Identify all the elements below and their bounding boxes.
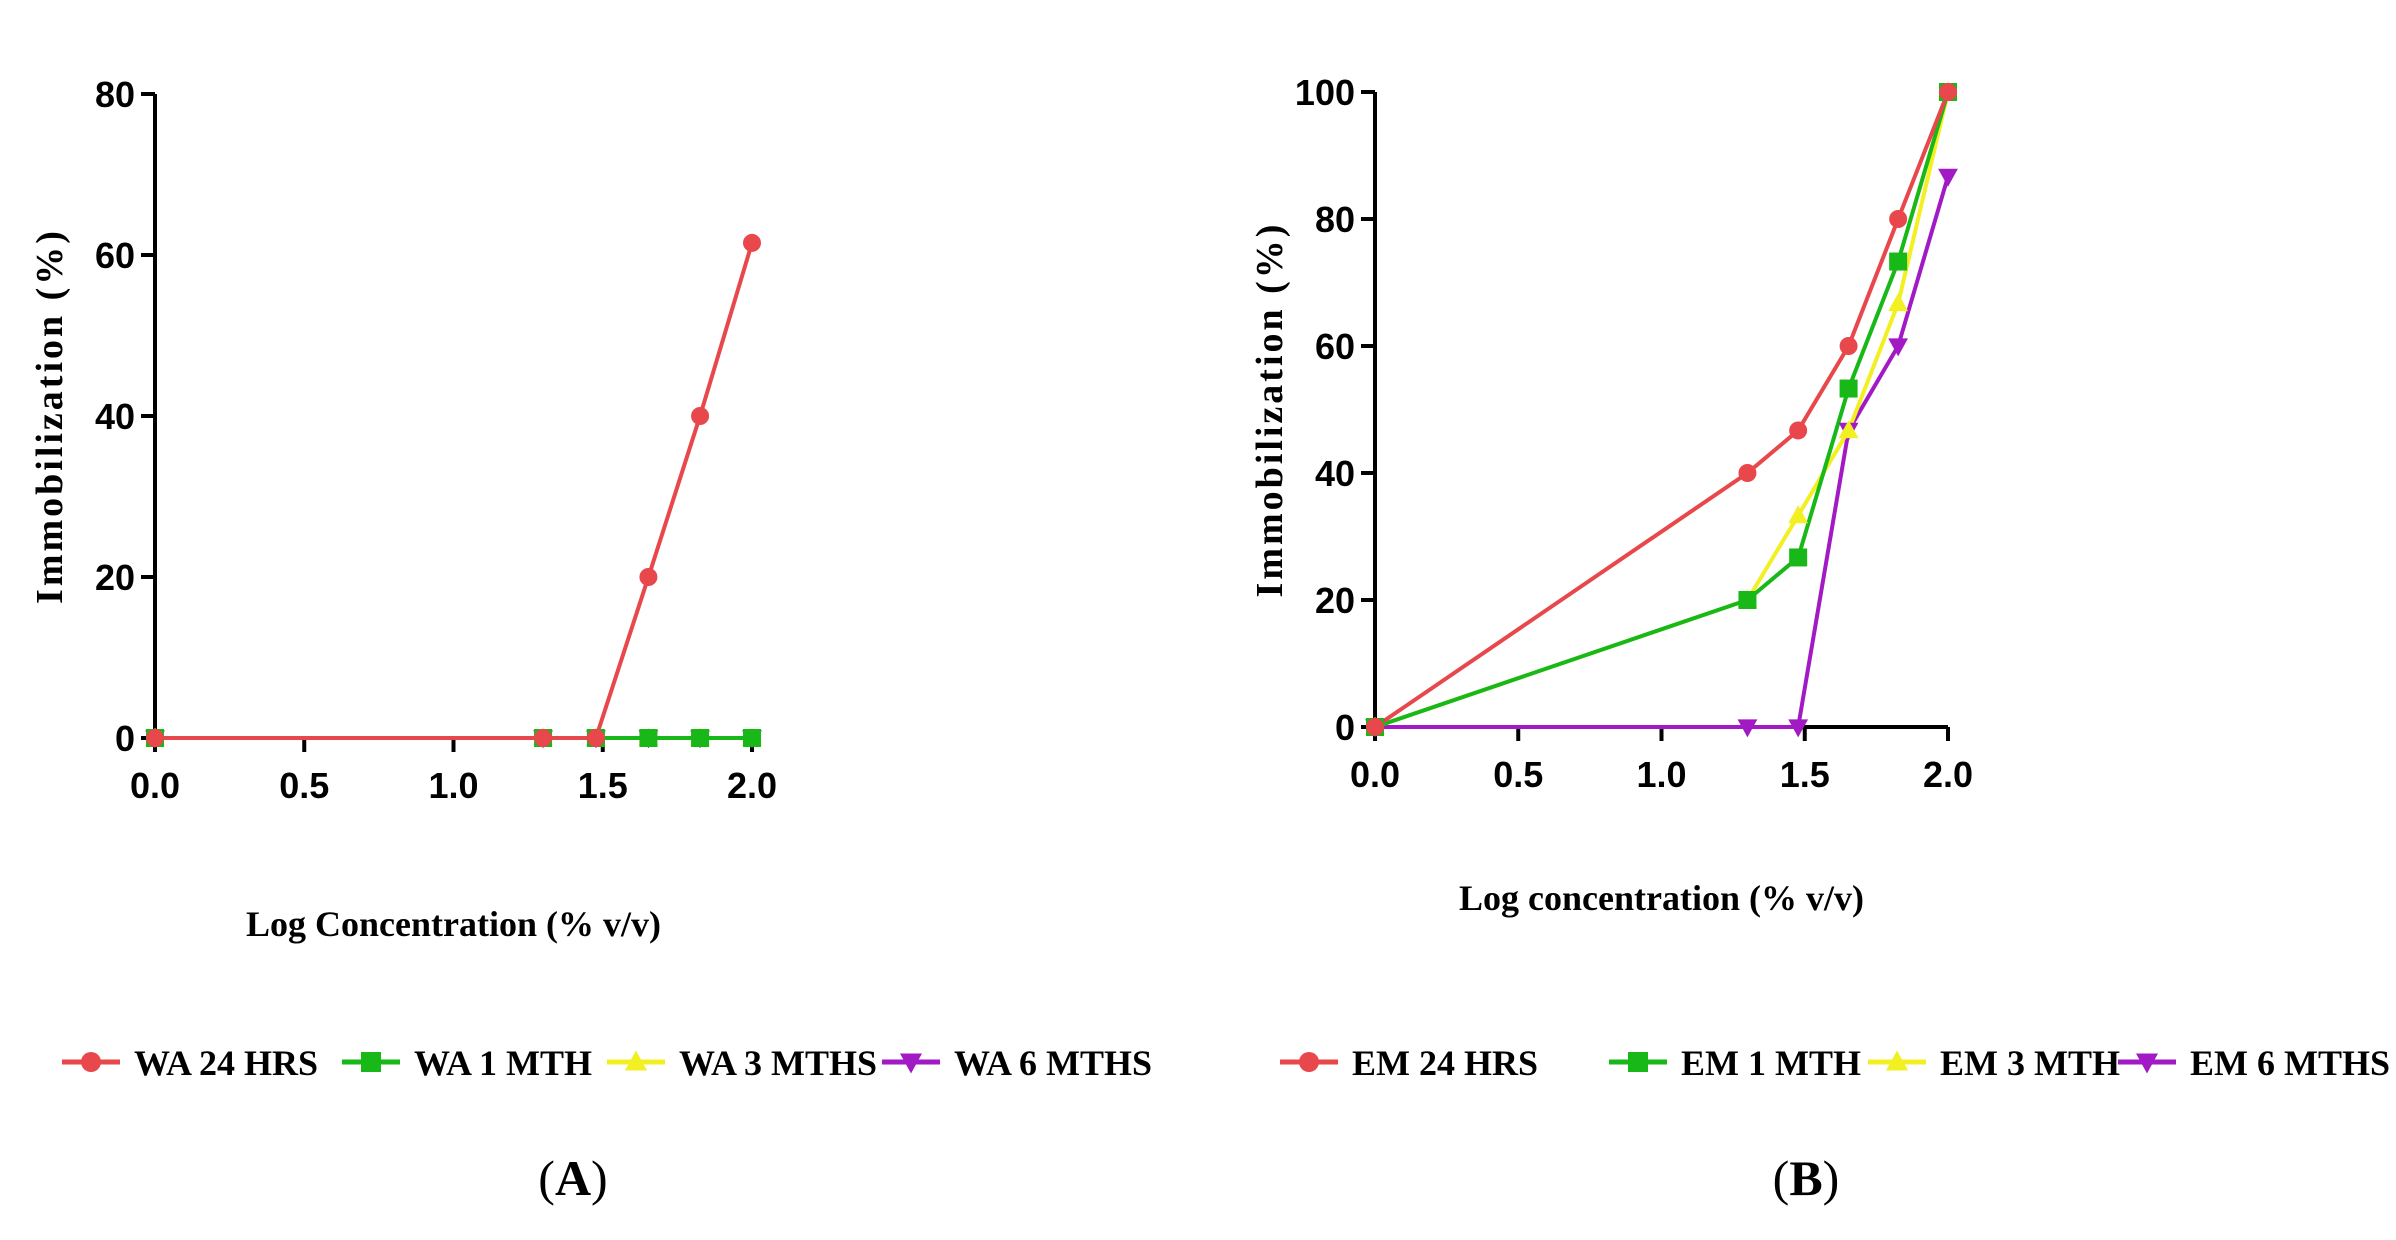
legend-marker [2136,1053,2158,1074]
legend-label: EM 24 HRS [1352,1043,1538,1083]
x-tick-label: 1.5 [578,765,628,806]
y-tick-label: 0 [115,718,135,759]
y-tick-label: 40 [1315,453,1355,494]
legend-marker [900,1053,922,1074]
panel-letter: A [555,1150,591,1206]
x-tick-label: 0.0 [130,765,180,806]
x-axis-title: Log concentration (% v/v) [1459,878,1864,918]
data-point [1888,338,1909,357]
x-tick-label: 0.5 [279,765,329,806]
data-point [639,729,658,747]
data-point [1939,83,1957,101]
data-point [1788,505,1809,524]
legend-label: WA 24 HRS [134,1043,318,1083]
chart-panel-a: 0 20 40 60 80 0.0 0.5 1.0 1.5 2.0 Log Concentratio… [29,74,1152,1206]
data-point [1889,210,1908,228]
x-axis-title: Log Concentration (% v/v) [246,904,661,944]
data-point [743,233,761,252]
chart-panel-b: 0 20 40 60 80 100 0.0 0.5 1.0 1.5 2.0 Log concentra… [1249,72,2390,1206]
legend-marker [1628,1052,1648,1072]
data-point [1738,464,1757,482]
data-point [691,729,710,747]
y-tick-label: 0 [1335,707,1355,748]
y-tick-label: 40 [95,396,135,437]
legend-marker [81,1052,101,1072]
y-axis-title: Immobilization (%) [29,228,71,604]
legend-label: WA 1 MTH [414,1043,592,1083]
x-tick-label: 1.5 [1780,754,1830,795]
x-tick-label: 2.0 [727,765,777,806]
data-point [639,568,658,586]
data-point [1737,719,1758,738]
y-tick-label: 60 [95,235,135,276]
panel-letter: B [1789,1150,1822,1206]
data-point [1738,591,1757,609]
y-axis-title: Immobilization (%) [1249,222,1291,598]
y-tick-label: 80 [95,74,135,115]
series-line [1373,91,1950,729]
legend-label: EM 1 MTH [1681,1043,1861,1083]
legend-label: WA 6 MTHS [954,1043,1152,1083]
legend-marker [1299,1052,1319,1072]
series-line [155,242,754,740]
legend-marker [1886,1050,1908,1071]
legend-marker [361,1052,381,1072]
x-tick-label: 0.0 [1350,754,1400,795]
y-tick-label: 20 [95,557,135,598]
data-point [1789,421,1808,440]
x-tick-label: 1.0 [1636,754,1686,795]
data-point [1839,379,1858,398]
legend-label: WA 3 MTHS [679,1043,877,1083]
y-tick-label: 80 [1315,199,1355,240]
data-point [1838,420,1859,439]
panel-label: (B) [1773,1150,1840,1206]
data-point [1788,719,1809,738]
y-tick-label: 20 [1315,580,1355,621]
series-line [1374,91,1950,729]
y-tick-label: 100 [1295,72,1355,113]
legend-marker [625,1050,647,1071]
x-tick-label: 1.0 [428,765,478,806]
data-point [691,407,710,425]
data-point [534,729,553,747]
x-tick-label: 0.5 [1493,754,1543,795]
x-tick-label: 2.0 [1923,754,1973,795]
panel-label: (A) [538,1150,607,1206]
series-line [1375,175,1950,729]
data-point [146,729,164,747]
data-point [1839,337,1858,355]
legend-label: EM 6 MTHS [2190,1043,2390,1083]
data-point [743,729,761,747]
data-point [1888,293,1909,312]
legend-label: EM 3 MTH [1940,1043,2120,1083]
data-point [1789,548,1808,567]
data-point [1889,252,1908,271]
y-tick-label: 60 [1315,326,1355,367]
data-point [1938,168,1958,187]
data-point [1366,718,1384,736]
data-point [586,729,605,747]
